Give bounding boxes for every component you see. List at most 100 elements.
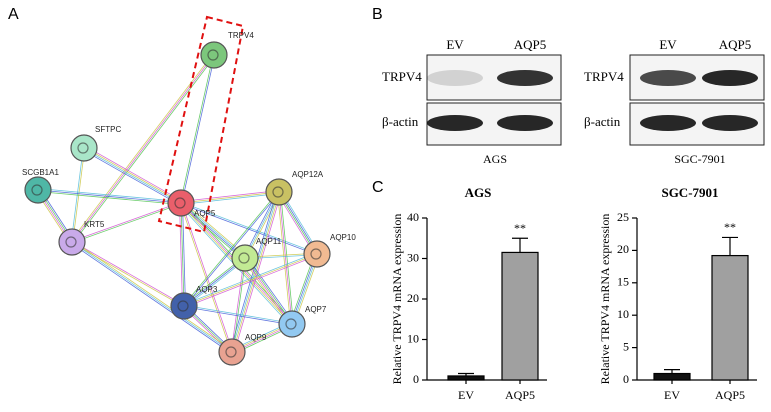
node-label: KRT5 [84,220,105,229]
significance: ** [514,221,526,235]
network-node [200,41,228,69]
significance: ** [724,220,736,234]
network-edge [70,242,232,354]
bar [447,375,485,381]
network-edge [183,306,292,326]
row-label: TRPV4 [382,69,422,84]
blot-band [427,70,483,86]
row-label: β-actin [584,114,621,129]
y-axis-label: Relative TRPV4 mRNA expression [598,214,612,385]
network-edge [180,191,280,204]
network-edge [38,188,182,202]
error-bar [458,372,474,376]
network-edge [183,252,317,305]
row-label: TRPV4 [584,69,624,84]
node-label: SCGB1A1 [22,168,59,177]
network-edge [82,149,181,206]
blot-band [640,70,696,86]
network-edge [183,191,279,306]
blot-band [702,115,758,131]
network-edge [71,241,233,353]
network-edge [280,191,294,324]
y-tick-label: 40 [407,210,419,224]
node-label: AQP10 [330,233,356,242]
y-axis-label: Relative TRPV4 mRNA expression [390,214,404,385]
panel-label: B [372,6,383,23]
network-edge [72,241,185,306]
y-tick-label: 0 [623,372,629,386]
node-label: AQP3 [196,285,218,294]
node-glyph [272,186,284,198]
network-edge [278,191,293,325]
network-node [167,189,195,217]
lane-label: EV [659,37,677,52]
network-edge [181,201,318,254]
highlight-box [157,15,245,234]
network-node [24,176,52,204]
node-glyph [225,346,237,358]
network-edge [70,53,214,242]
blot-band [702,70,758,86]
y-tick-label: 30 [407,250,419,264]
node-glyph [31,184,43,196]
network-edge [230,257,245,352]
network-edge [230,191,279,352]
node-glyph [174,197,186,209]
network-edge [72,240,234,352]
network-node [231,244,259,272]
network-edge [232,258,247,353]
network-edge [246,256,295,323]
network-edge [182,202,186,306]
network-edge [242,259,291,326]
cell-line-label: AGS [483,152,507,166]
network-node [303,240,331,268]
network-edge [84,145,183,202]
row-label: β-actin [382,114,419,129]
network-node [70,134,98,162]
y-tick-label: 0 [413,372,419,386]
network-edge [37,191,181,205]
network-edge [180,190,279,202]
panel-label: A [8,6,19,23]
y-tick-label: 20 [407,291,419,305]
x-tick-label: AQP5 [505,388,535,402]
bar [501,251,539,381]
network-node [278,310,306,338]
network-edge [182,200,247,257]
node-label: AQP9 [245,333,267,342]
lane-label: AQP5 [719,37,752,52]
node-glyph [177,300,189,312]
y-tick-label: 20 [617,242,629,256]
network-edge [184,304,293,324]
error-bar [664,369,680,374]
lane-label: AQP5 [514,37,547,52]
network-node [265,178,293,206]
node-glyph [310,248,322,260]
y-tick-label: 25 [617,210,629,224]
x-tick-label: EV [664,388,680,402]
network-edge [184,255,318,308]
x-tick-label: EV [458,388,474,402]
node-glyph [77,142,89,154]
bar [653,372,691,381]
network-edge [179,203,183,307]
node-glyph [207,49,219,61]
node-label: AQP11 [256,237,282,246]
blot-band [497,70,553,86]
node-glyph [285,318,297,330]
chart-title: AGS [465,185,492,200]
network-edge [183,253,318,307]
network-edge [277,192,291,325]
node-label: TRPV4 [228,31,254,40]
network-edge [72,203,182,244]
blot-band [640,115,696,131]
network-edge [233,192,282,353]
error-bar [722,236,738,256]
y-tick-label: 5 [623,339,629,353]
bar [711,254,749,381]
lane-label: EV [446,37,464,52]
node-label: SFTPC [95,125,121,134]
panel-label: C [372,179,384,196]
chart-title: SGC-7901 [661,185,718,200]
